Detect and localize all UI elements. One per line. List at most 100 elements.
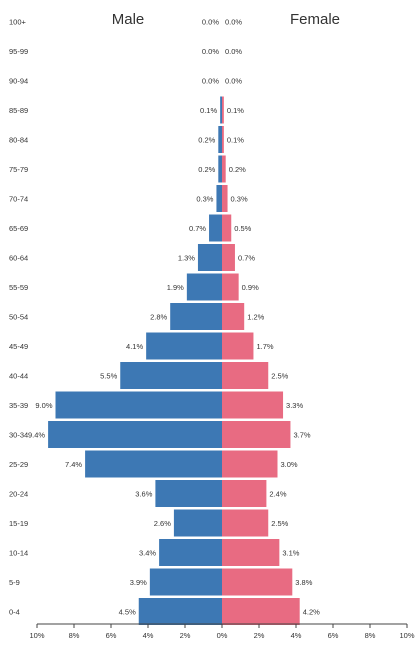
male-value-label-80-84: 0.2% [198,136,215,145]
female-value-label-0-4: 4.2% [303,608,320,617]
male-bar-45-49 [146,332,222,360]
age-label-90-94: 90-94 [9,77,28,86]
female-header: Female [290,11,340,28]
age-label-25-29: 25-29 [9,460,28,469]
age-label-60-64: 60-64 [9,254,28,263]
female-bar-20-24 [222,480,267,507]
age-label-70-74: 70-74 [9,195,28,204]
x-tick-label: 6% [106,631,117,640]
male-bar-10-14 [159,539,222,566]
age-label-95-99: 95-99 [9,47,28,56]
age-label-80-84: 80-84 [9,136,28,145]
age-label-35-39: 35-39 [9,401,28,410]
age-label-100+: 100+ [9,18,27,27]
female-bar-5-9 [222,568,293,596]
female-value-label-20-24: 2.4% [269,490,286,499]
female-value-label-85-89: 0.1% [227,106,244,115]
male-bar-65-69 [209,214,222,242]
female-value-label-35-39: 3.3% [286,401,303,410]
bars-group: 4.5% 4.2% 3.9% 3.8% 3.4% 3.1% 2.6% 2.5% 3.6% 2.4%… [28,18,320,625]
female-bar-55-59 [222,273,239,301]
male-bar-80-84 [218,126,222,153]
x-tick-label: 8% [365,631,376,640]
male-value-label-100+: 0.0% [202,18,219,27]
male-bar-15-19 [173,509,222,537]
male-value-label-65-69: 0.7% [189,224,206,233]
male-bar-5-9 [149,568,222,596]
age-label-5-9: 5-9 [9,578,20,587]
female-value-label-75-79: 0.2% [229,165,246,174]
female-value-label-100+: 0.0% [225,18,242,27]
male-bar-85-89 [220,96,222,124]
male-value-label-45-49: 4.1% [126,342,143,351]
x-tick-label: 0% [217,631,228,640]
x-tick-label: 10% [29,631,44,640]
male-value-label-35-39: 9.0% [35,401,52,410]
male-value-label-85-89: 0.1% [200,106,217,115]
male-value-label-25-29: 7.4% [65,460,82,469]
age-labels-group: 0-4 5-9 10-14 15-19 20-24 25-29 30-34 35-39 40-4… [9,18,28,617]
female-value-label-80-84: 0.1% [227,136,244,145]
x-tick-label: 8% [69,631,80,640]
age-label-50-54: 50-54 [9,313,28,322]
male-bar-0-4 [138,598,222,625]
age-label-0-4: 0-4 [9,608,20,617]
age-label-55-59: 55-59 [9,283,28,292]
male-bar-60-64 [197,244,222,271]
male-value-label-95-99: 0.0% [202,47,219,56]
female-value-label-55-59: 0.9% [242,283,259,292]
female-value-label-30-34: 3.7% [293,431,310,440]
male-value-label-30-34: 9.4% [28,431,45,440]
female-value-label-95-99: 0.0% [225,47,242,56]
female-bar-30-34 [222,421,291,448]
male-value-label-60-64: 1.3% [178,254,195,263]
male-value-label-70-74: 0.3% [196,195,213,204]
female-bar-10-14 [222,539,280,566]
age-label-45-49: 45-49 [9,342,28,351]
female-value-label-90-94: 0.0% [225,77,242,86]
x-tick-label: 4% [291,631,302,640]
male-bar-25-29 [85,450,222,478]
female-bar-60-64 [222,244,235,271]
male-bar-35-39 [55,391,222,419]
female-bar-15-19 [222,509,269,537]
x-tick-label: 10% [399,631,414,640]
female-value-label-5-9: 3.8% [295,578,312,587]
female-bar-40-44 [222,362,269,389]
female-bar-35-39 [222,391,284,419]
male-bar-20-24 [155,480,222,507]
male-value-label-55-59: 1.9% [167,283,184,292]
female-value-label-70-74: 0.3% [231,195,248,204]
female-bar-80-84 [222,126,224,153]
male-value-label-40-44: 5.5% [100,372,117,381]
male-value-label-90-94: 0.0% [202,77,219,86]
x-axis: 10% 8% 6% 4% 2% 0% 2% 4% 6% 8% 10% [29,623,415,640]
female-bar-45-49 [222,332,254,360]
female-value-label-40-44: 2.5% [271,372,288,381]
female-value-label-50-54: 1.2% [247,313,264,322]
female-value-label-60-64: 0.7% [238,254,255,263]
female-value-label-10-14: 3.1% [282,549,299,558]
male-value-label-50-54: 2.8% [150,313,167,322]
male-value-label-75-79: 0.2% [198,165,215,174]
female-value-label-25-29: 3.0% [281,460,298,469]
male-bar-30-34 [48,421,222,448]
female-bar-70-74 [222,185,228,212]
age-label-85-89: 85-89 [9,106,28,115]
male-bar-75-79 [218,155,222,183]
age-label-20-24: 20-24 [9,490,28,499]
female-value-label-15-19: 2.5% [271,519,288,528]
male-value-label-15-19: 2.6% [154,519,171,528]
female-bar-25-29 [222,450,278,478]
female-value-label-65-69: 0.5% [234,224,251,233]
age-label-65-69: 65-69 [9,224,28,233]
x-tick-label: 2% [254,631,265,640]
male-value-label-20-24: 3.6% [135,490,152,499]
age-label-10-14: 10-14 [9,549,28,558]
male-bar-70-74 [216,185,222,212]
male-bar-50-54 [170,303,222,330]
female-bar-75-79 [222,155,226,183]
x-tick-label: 2% [180,631,191,640]
male-bar-55-59 [186,273,222,301]
